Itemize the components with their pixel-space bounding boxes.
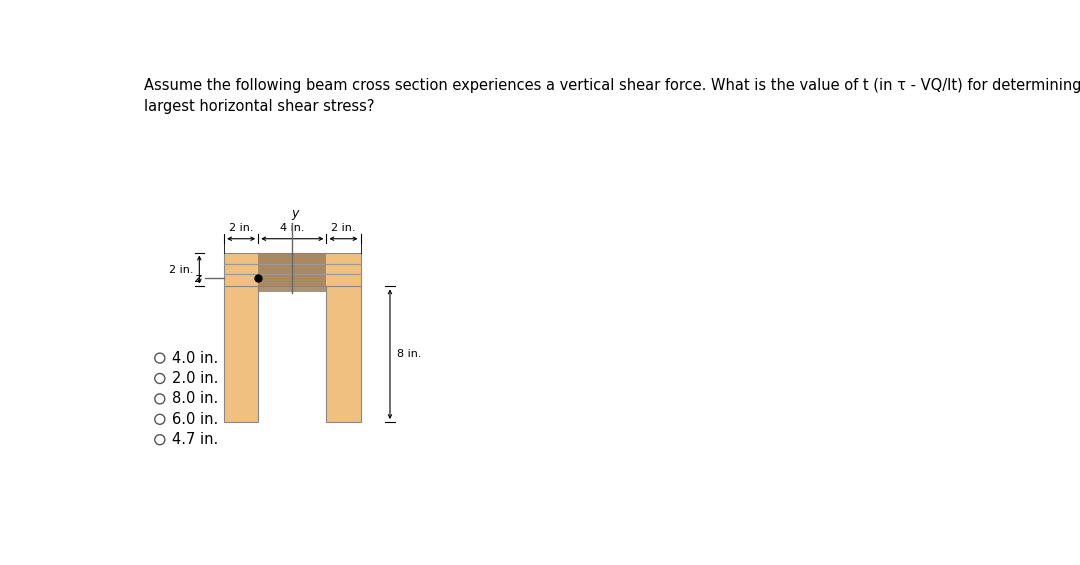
Text: 8.0 in.: 8.0 in. [172, 392, 218, 406]
Text: 4.0 in.: 4.0 in. [172, 351, 218, 366]
Bar [225, 286, 258, 422]
Bar [225, 253, 361, 286]
Text: 2 in.: 2 in. [332, 223, 355, 233]
Text: 4.7 in.: 4.7 in. [172, 432, 218, 447]
Text: 8 in.: 8 in. [397, 349, 421, 359]
Text: 2 in.: 2 in. [229, 223, 254, 233]
Text: 6.0 in.: 6.0 in. [172, 412, 218, 427]
Text: Assume the following beam cross section experiences a vertical shear force. What: Assume the following beam cross section … [145, 78, 1080, 114]
Bar [326, 286, 361, 422]
Text: 2 in.: 2 in. [168, 264, 193, 275]
Bar [258, 253, 326, 292]
Text: z: z [193, 272, 200, 285]
Text: 4 in.: 4 in. [280, 223, 305, 233]
Text: y: y [291, 207, 298, 220]
Text: 2.0 in.: 2.0 in. [172, 371, 218, 386]
